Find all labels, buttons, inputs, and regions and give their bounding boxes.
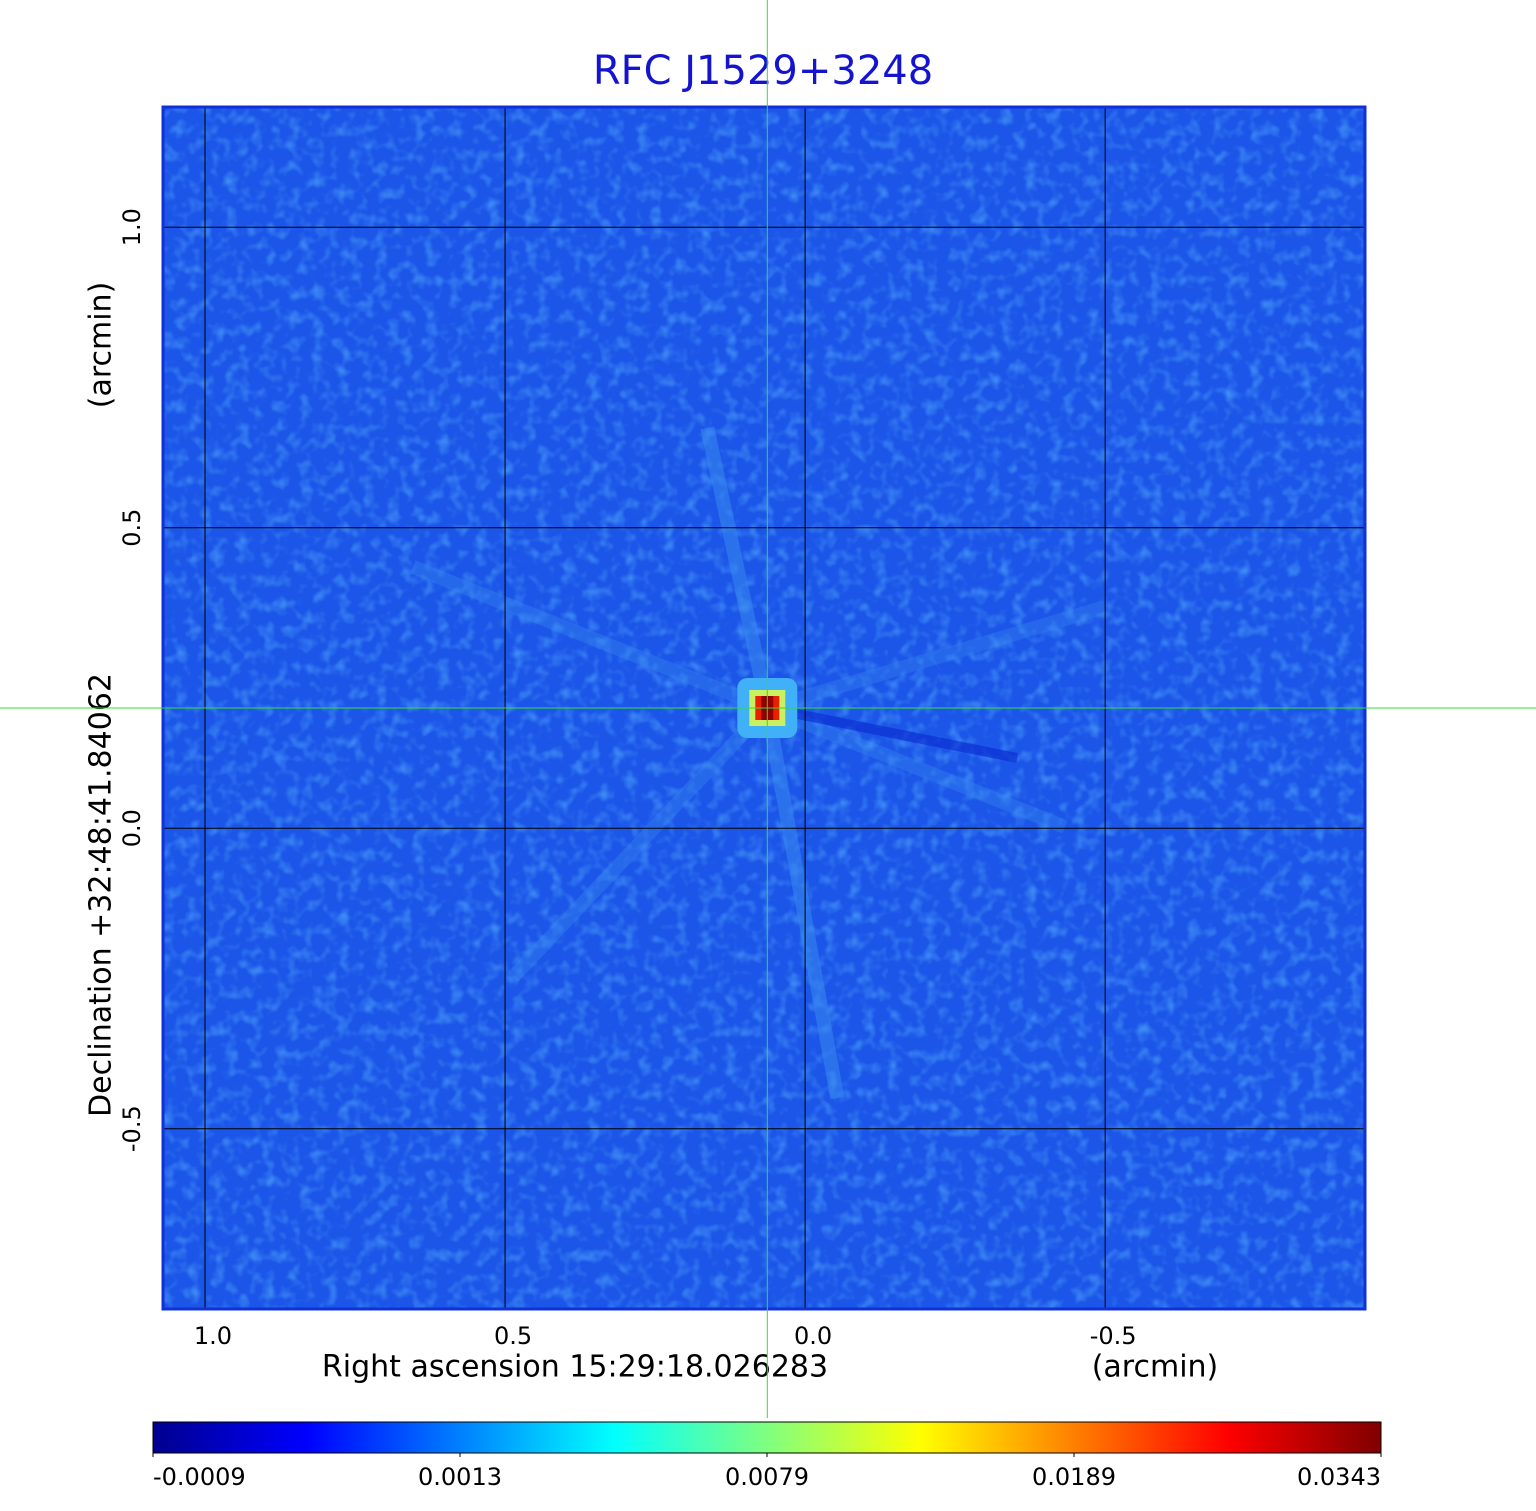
y-axis-label: Declination +32:48:41.84062 xyxy=(84,673,119,1117)
colorbar-tick-label: 0.0079 xyxy=(725,1463,809,1491)
sidelobe xyxy=(760,706,845,1100)
chart-title: RFC J1529+3248 xyxy=(593,48,933,94)
sidelobe xyxy=(410,560,770,715)
colorbar-tick-label: 0.0189 xyxy=(1032,1463,1116,1491)
colorbar xyxy=(152,1421,1382,1454)
sidelobe xyxy=(764,701,1068,834)
x-axis-label: Right ascension 15:29:18.026283 xyxy=(322,1350,828,1385)
colorbar-tick-label: -0.0009 xyxy=(153,1463,246,1491)
sidelobe-negative xyxy=(766,703,1019,763)
y-tick-label: 0.0 xyxy=(118,809,146,847)
sidelobe xyxy=(507,703,773,982)
x-tick-label: -0.5 xyxy=(1090,1322,1137,1350)
colorbar-tick-label: 0.0343 xyxy=(1297,1463,1381,1491)
x-tick-label: 0.0 xyxy=(794,1322,832,1350)
sidelobe xyxy=(700,426,775,710)
sidelobe xyxy=(765,600,1108,715)
x-tick-label: 0.5 xyxy=(494,1322,532,1350)
x-axis-unit: (arcmin) xyxy=(1092,1350,1219,1385)
y-tick-label: 0.5 xyxy=(118,509,146,547)
y-tick-label: 1.0 xyxy=(118,208,146,246)
y-tick-label: -0.5 xyxy=(118,1105,146,1152)
colorbar-tick-label: 0.0013 xyxy=(418,1463,502,1491)
x-tick-label: 1.0 xyxy=(194,1322,232,1350)
y-axis-unit: (arcmin) xyxy=(84,282,119,409)
